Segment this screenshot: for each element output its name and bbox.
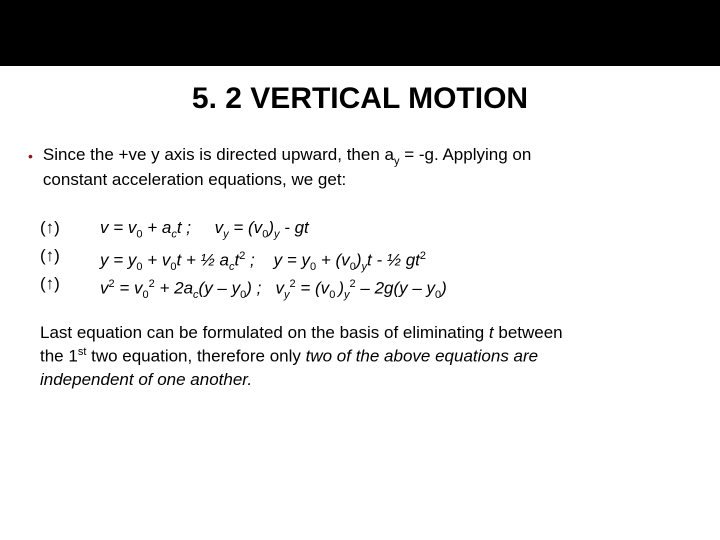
equation-2: y = y0 + v0t + ½ act2 ; y = y0 + (v0)yt …	[100, 242, 447, 270]
intro-line2: constant acceleration equations, we get:	[43, 170, 346, 189]
equation-1: v = v0 + act ; vy = (v0)y - gt	[100, 214, 447, 242]
equations-column: v = v0 + act ; vy = (v0)y - gt y = y0 + …	[100, 214, 447, 298]
equation-3: v2 = v02 + 2ac(y – y0) ; vy2 = (v0 )y2 –…	[100, 270, 447, 298]
arrow-column: (↑) (↑) (↑)	[40, 214, 100, 298]
intro-line1-b: = -g. Applying on	[399, 145, 531, 164]
closing-b2: two equation, therefore only	[86, 347, 305, 366]
intro-line1-a: Since the +ve y axis is directed upward,…	[43, 145, 394, 164]
arrow-1: (↑)	[40, 214, 100, 242]
closing-b1: the 1	[40, 347, 78, 366]
equations-block: (↑) (↑) (↑) v = v0 + act ; vy = (v0)y - …	[40, 214, 692, 298]
top-black-bar	[0, 0, 720, 66]
closing-c-it: independent of one another.	[40, 370, 252, 389]
intro-text: Since the +ve y axis is directed upward,…	[43, 144, 531, 192]
page-title: 5. 2 VERTICAL MOTION	[0, 82, 720, 116]
content-area: • Since the +ve y axis is directed upwar…	[0, 144, 720, 392]
closing-a1: Last equation can be formulated on the b…	[40, 323, 489, 342]
arrow-2: (↑)	[40, 242, 100, 270]
closing-b-it: two of the above equations are	[306, 347, 539, 366]
arrow-3: (↑)	[40, 270, 100, 298]
closing-paragraph: Last equation can be formulated on the b…	[40, 322, 692, 391]
intro-bullet: • Since the +ve y axis is directed upwar…	[28, 144, 692, 192]
bullet-dot-icon: •	[28, 147, 33, 167]
closing-a2: between	[494, 323, 563, 342]
